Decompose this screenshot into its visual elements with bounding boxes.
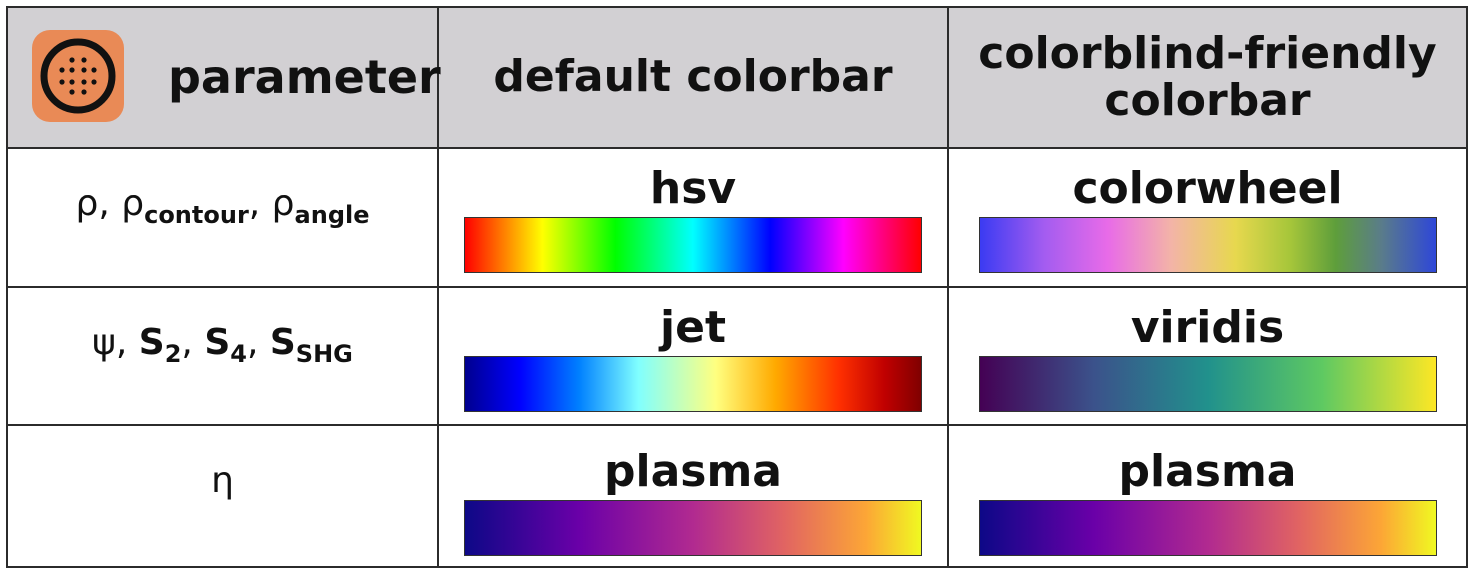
header-default-colorbar-label: default colorbar bbox=[493, 51, 893, 103]
friendly-colorbar-cell: colorwheel bbox=[947, 147, 1466, 288]
colormap-name-jet: jet bbox=[660, 301, 726, 353]
colorbar-plasma-friendly bbox=[978, 500, 1437, 557]
param-rho-angle: ρ bbox=[271, 183, 295, 224]
param-sub-contour: contour bbox=[144, 201, 249, 229]
param-s4: S bbox=[204, 321, 231, 363]
param-sub-angle: angle bbox=[294, 201, 370, 229]
param-sep: , bbox=[248, 183, 272, 224]
param-cell-psi: ψ, S2, S4, SSHG bbox=[8, 285, 439, 427]
colorbar-colorwheel bbox=[978, 217, 1437, 273]
app-logo-icon bbox=[32, 30, 124, 122]
default-colorbar-cell: hsv bbox=[437, 147, 949, 288]
header-parameter-label: parameter bbox=[168, 50, 441, 105]
colormap-name-plasma-friendly: plasma bbox=[1118, 446, 1297, 498]
header-parameter-cell: parameter bbox=[8, 8, 441, 149]
param-sep: , bbox=[246, 321, 270, 363]
colormap-name-plasma-default: plasma bbox=[604, 446, 782, 498]
param-psi: ψ bbox=[92, 321, 116, 363]
header-colorblind-friendly-colorbar: colorblind-friendly colorbar bbox=[947, 8, 1466, 149]
param-sub-2: 2 bbox=[164, 339, 182, 368]
param-s2: S bbox=[138, 321, 165, 363]
table-row-psi: ψ, S2, S4, SSHG jet viridis bbox=[8, 285, 1466, 427]
colormap-table-frame: parameter default colorbar colorblind-fr… bbox=[6, 6, 1468, 568]
table-row-rho: ρ, ρcontour, ρangle hsv colorwheel bbox=[8, 147, 1466, 288]
param-sep: , bbox=[98, 183, 122, 224]
colorbar-hsv bbox=[464, 217, 922, 273]
param-cell-rho: ρ, ρcontour, ρangle bbox=[8, 147, 439, 288]
friendly-colorbar-cell: viridis bbox=[947, 285, 1466, 427]
header-row: parameter default colorbar colorblind-fr… bbox=[8, 8, 1466, 149]
param-s-shg: S bbox=[269, 321, 296, 363]
param-rho: ρ bbox=[75, 183, 99, 224]
param-cell-eta: η bbox=[8, 424, 439, 566]
colormap-name-colorwheel: colorwheel bbox=[1072, 163, 1343, 214]
colorbar-jet bbox=[464, 355, 922, 412]
colorbar-plasma-default bbox=[464, 500, 922, 557]
header-friendly-line2: colorbar bbox=[1104, 74, 1311, 126]
colormap-name-hsv: hsv bbox=[649, 163, 737, 214]
param-sep: , bbox=[115, 321, 139, 363]
header-default-colorbar: default colorbar bbox=[437, 8, 949, 149]
default-colorbar-cell: plasma bbox=[437, 424, 949, 566]
default-colorbar-cell: jet bbox=[437, 285, 949, 427]
colormap-table: parameter default colorbar colorblind-fr… bbox=[8, 8, 1466, 566]
param-rho-contour: ρ bbox=[121, 183, 145, 224]
param-eta: η bbox=[211, 460, 234, 502]
colorbar-viridis bbox=[978, 355, 1437, 412]
friendly-colorbar-cell: plasma bbox=[947, 424, 1466, 566]
param-sub-4: 4 bbox=[230, 339, 247, 368]
table-row-eta: η plasma plasma bbox=[8, 424, 1466, 566]
colormap-name-viridis: viridis bbox=[1130, 301, 1285, 353]
param-sep: , bbox=[181, 321, 205, 363]
param-sub-shg: SHG bbox=[295, 339, 353, 368]
header-friendly-line1: colorblind-friendly bbox=[978, 27, 1437, 79]
